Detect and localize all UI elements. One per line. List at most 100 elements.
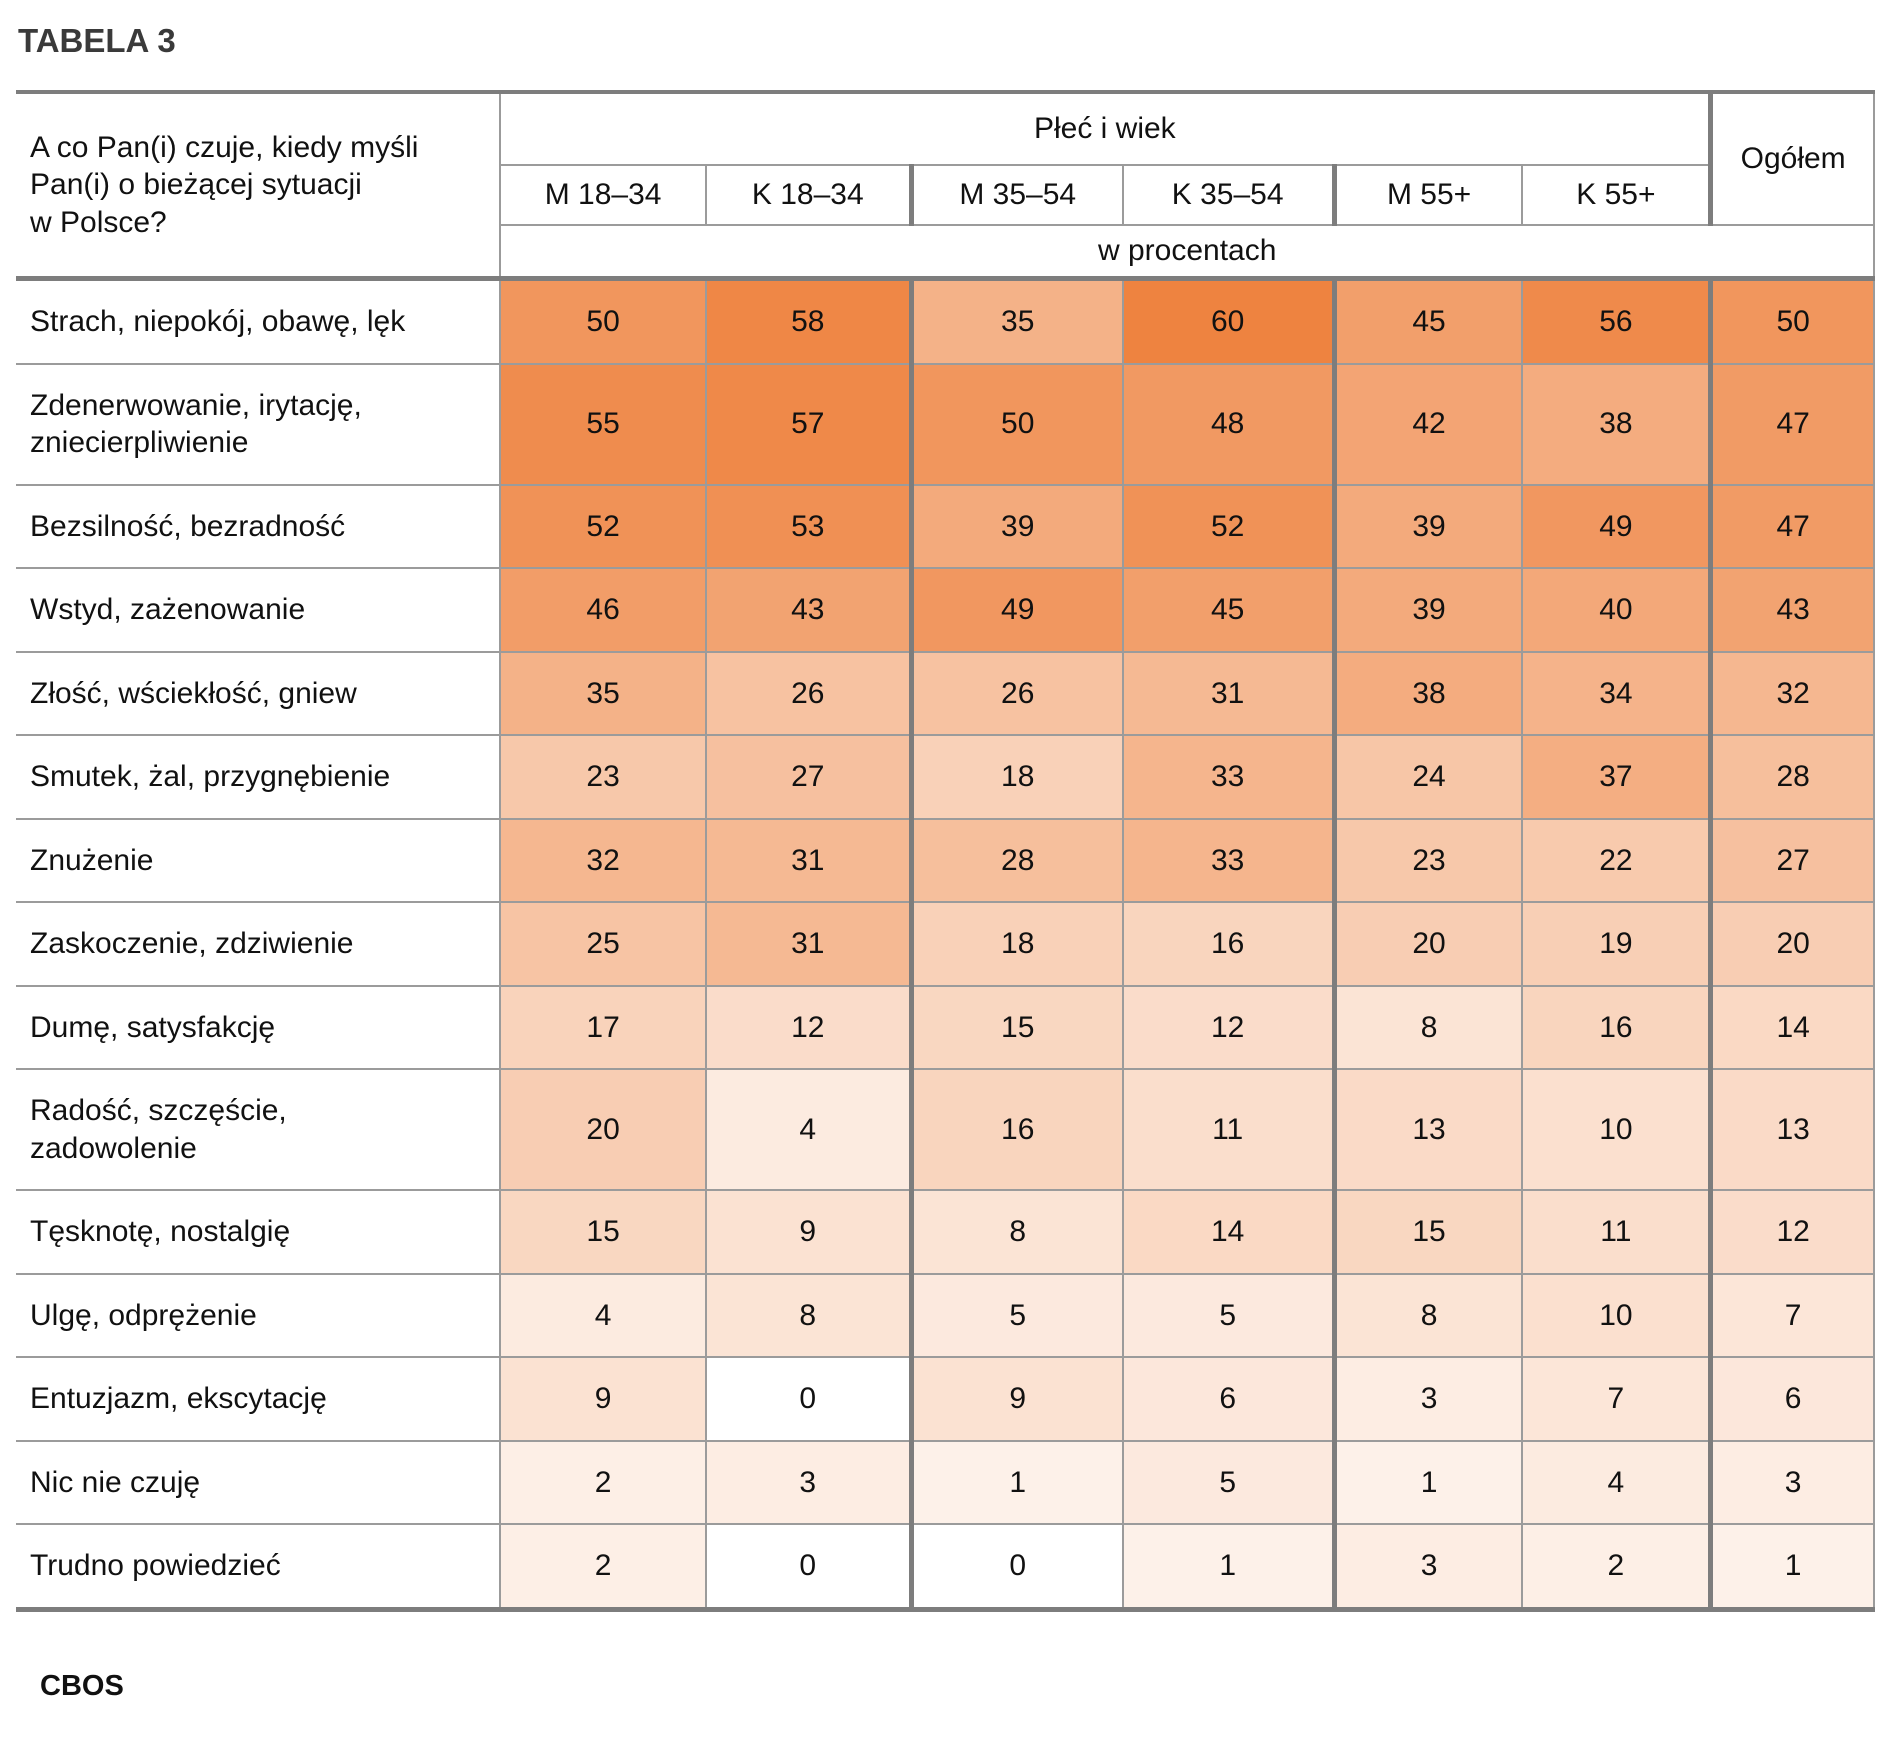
value-cell: 12 [1708, 1189, 1876, 1275]
value-cell: 8 [1331, 1272, 1524, 1358]
value-cell: 33 [1121, 734, 1336, 820]
value-cell: 8 [704, 1272, 913, 1358]
value-cell: 28 [1708, 734, 1876, 820]
value-cell: 5 [1121, 1272, 1336, 1358]
value-cell: 5 [908, 1272, 1124, 1358]
value-cell: 47 [1708, 483, 1876, 569]
value-cell: 2 [499, 1523, 707, 1612]
value-cell: 43 [704, 567, 913, 653]
row-label: Ulgę, odprężenie [16, 1272, 502, 1358]
row-label: Zaskoczenie, zdziwienie [16, 901, 502, 987]
value-cell: 40 [1521, 567, 1712, 653]
value-cell: 15 [908, 984, 1124, 1070]
value-cell: 35 [499, 650, 707, 736]
column-header-m-55plus: M 55+ [1331, 164, 1524, 226]
row-label: Nic nie czuję [16, 1439, 502, 1525]
row-label: Bezsilność, bezradność [16, 483, 502, 569]
value-cell: 8 [908, 1189, 1124, 1275]
header-row-group: A co Pan(i) czuje, kiedy myśli Pan(i) o … [16, 90, 1876, 280]
row-label: Znużenie [16, 817, 502, 903]
value-cell: 53 [704, 483, 913, 569]
value-cell: 57 [704, 362, 913, 486]
value-cell: 25 [499, 901, 707, 987]
value-cell: 9 [499, 1356, 707, 1442]
value-cell: 2 [499, 1439, 707, 1525]
value-cell: 45 [1121, 567, 1336, 653]
row-label: Trudno powiedzieć [16, 1523, 502, 1612]
total-column-header: Ogółem [1708, 90, 1876, 226]
value-cell: 39 [1331, 567, 1524, 653]
row-label: Strach, niepokój, obawę, lęk [16, 276, 502, 365]
value-cell: 38 [1331, 650, 1524, 736]
row-label: Radość, szczęście, zadowolenie [16, 1068, 502, 1191]
value-cell: 28 [908, 817, 1124, 903]
value-cell: 27 [704, 734, 913, 820]
value-cell: 33 [1121, 817, 1336, 903]
value-cell: 47 [1708, 362, 1876, 486]
value-cell: 17 [499, 984, 707, 1070]
value-cell: 18 [908, 734, 1124, 820]
value-cell: 20 [499, 1068, 707, 1191]
value-cell: 37 [1521, 734, 1712, 820]
value-cell: 26 [908, 650, 1124, 736]
value-cell: 1 [908, 1439, 1124, 1525]
value-cell: 0 [908, 1523, 1124, 1612]
value-cell: 50 [908, 362, 1124, 486]
value-cell: 12 [704, 984, 913, 1070]
value-cell: 20 [1708, 901, 1876, 987]
data-table: A co Pan(i) czuje, kiedy myśli Pan(i) o … [16, 90, 1876, 1612]
header-row-unit: w procentach [16, 224, 1875, 280]
table-row: Zdenerwowanie, irytację, zniecierpliwien… [16, 362, 1876, 486]
group-header: Płeć i wiek [499, 90, 1712, 166]
value-cell: 10 [1521, 1272, 1712, 1358]
value-cell: 24 [1331, 734, 1524, 820]
value-cell: 58 [704, 276, 913, 365]
column-header-k-55plus: K 55+ [1521, 164, 1712, 226]
table-row: Zaskoczenie, zdziwienie 25 31 18 16 20 19 20 [16, 901, 1876, 987]
table-row: Dumę, satysfakcję 17 12 15 12 8 16 14 [16, 984, 1876, 1070]
table-row: Radość, szczęście, zadowolenie 20 4 16 11 13 1… [16, 1068, 1876, 1191]
value-cell: 23 [499, 734, 707, 820]
value-cell: 11 [1521, 1189, 1712, 1275]
table-row: Strach, niepokój, obawę, lęk 50 58 35 60 45 56… [16, 276, 1876, 365]
value-cell: 3 [1331, 1523, 1524, 1612]
value-cell: 56 [1521, 276, 1712, 365]
column-header-k-35-54: K 35–54 [1121, 164, 1336, 226]
value-cell: 0 [704, 1523, 913, 1612]
value-cell: 15 [499, 1189, 707, 1275]
value-cell: 22 [1521, 817, 1712, 903]
table-row: Ulgę, odprężenie 4 8 5 5 8 10 7 [16, 1272, 1876, 1358]
value-cell: 16 [908, 1068, 1124, 1191]
table-row: Entuzjazm, ekscytację 9 0 9 6 3 7 6 [16, 1356, 1876, 1442]
value-cell: 23 [1331, 817, 1524, 903]
value-cell: 50 [499, 276, 707, 365]
value-cell: 3 [704, 1439, 913, 1525]
value-cell: 26 [704, 650, 913, 736]
row-label: Tęsknotę, nostalgię [16, 1189, 502, 1275]
value-cell: 45 [1331, 276, 1524, 365]
value-cell: 4 [499, 1272, 707, 1358]
value-cell: 7 [1708, 1272, 1876, 1358]
row-label: Zdenerwowanie, irytację, zniecierpliwien… [16, 362, 502, 486]
value-cell: 52 [499, 483, 707, 569]
value-cell: 31 [704, 901, 913, 987]
value-cell: 32 [499, 817, 707, 903]
value-cell: 52 [1121, 483, 1336, 569]
value-cell: 2 [1521, 1523, 1712, 1612]
value-cell: 43 [1708, 567, 1876, 653]
value-cell: 48 [1121, 362, 1336, 486]
table-row: Nic nie czuję 2 3 1 5 1 4 3 [16, 1439, 1876, 1525]
table-body: Strach, niepokój, obawę, lęk 50 58 35 60 45 56… [16, 276, 1876, 1612]
source-label: CBOS [40, 1669, 124, 1702]
value-cell: 7 [1521, 1356, 1712, 1442]
value-cell: 50 [1708, 276, 1876, 365]
value-cell: 6 [1121, 1356, 1336, 1442]
question-header: A co Pan(i) czuje, kiedy myśli Pan(i) o … [16, 90, 502, 280]
row-label: Smutek, żal, przygnębienie [16, 734, 502, 820]
value-cell: 1 [1121, 1523, 1336, 1612]
value-cell: 49 [908, 567, 1124, 653]
value-cell: 32 [1708, 650, 1876, 736]
value-cell: 13 [1708, 1068, 1876, 1191]
value-cell: 60 [1121, 276, 1336, 365]
value-cell: 3 [1331, 1356, 1524, 1442]
